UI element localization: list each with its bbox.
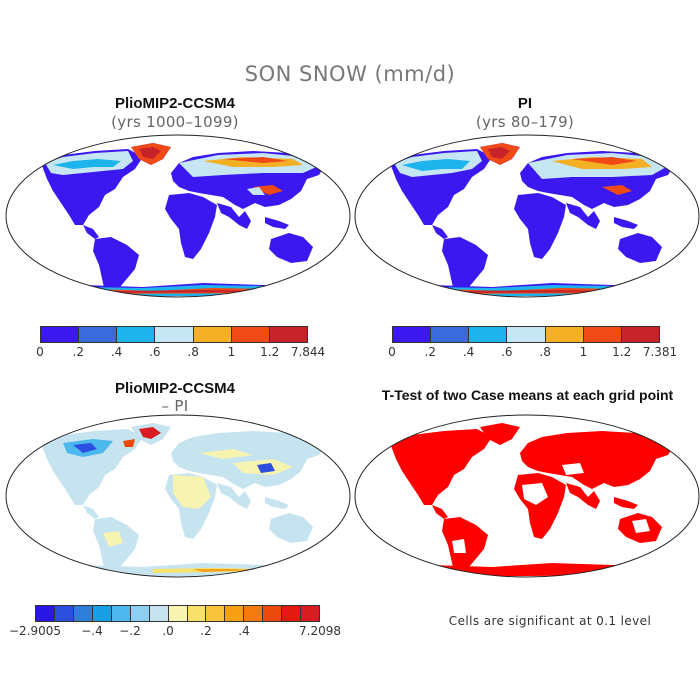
colorbar-swatch: [149, 606, 169, 621]
colorbar-swatch: [244, 606, 264, 621]
colorbar-swatch: [36, 606, 55, 621]
colorbar-swatch: [92, 606, 112, 621]
panel-3-title: PlioMIP2-CCSM4: [114, 380, 235, 397]
colorbar-tick-label: .6: [149, 345, 161, 359]
colorbar-tick-label: 1: [227, 345, 236, 359]
colorbar-swatch: [269, 327, 307, 342]
colorbar-tick-label: 0: [36, 345, 44, 359]
colorbar-swatch: [431, 327, 470, 342]
colorbar-swatch: [393, 327, 432, 342]
colorbar-tick-label: .0: [162, 624, 174, 638]
colorbar-swatch: [583, 327, 622, 342]
colorbar-swatch: [117, 327, 156, 342]
panel-1-title: PlioMIP2-CCSM4: [114, 95, 235, 112]
colorbar-tick-label: 1: [579, 345, 588, 359]
colorbar-tick-label: 0: [388, 345, 396, 359]
significance-note: Cells are significant at 0.1 level: [448, 614, 652, 628]
colorbar-tick-label: 7.2098: [299, 624, 341, 638]
colorbar-swatch: [301, 606, 320, 621]
colorbar-tick-label: 7.844: [290, 345, 326, 359]
colorbar-tick-label: 7.381: [642, 345, 678, 359]
colorbar-tick-label: .8: [539, 345, 551, 359]
colorbar-pi-snow: [392, 326, 660, 343]
colorbar-tick-label: .2: [424, 345, 437, 359]
colorbar-tick-label: −.4: [81, 624, 103, 638]
colorbar-swatch: [225, 606, 245, 621]
colorbar-swatch: [282, 606, 302, 621]
colorbar-plio-snow: [40, 326, 308, 343]
colorbar-tick-label: .6: [501, 345, 513, 359]
colorbar-tick-label: −2.9005: [8, 624, 62, 638]
map-difference: [5, 414, 351, 578]
colorbar-swatch: [54, 606, 74, 621]
colorbar-tick-label: 1.2: [260, 345, 280, 359]
colorbar-swatch: [545, 327, 584, 342]
map-pi-snow: [354, 134, 700, 298]
colorbar-swatch: [621, 327, 659, 342]
colorbar-tick-label: .8: [187, 345, 199, 359]
colorbar-swatch: [168, 606, 188, 621]
colorbar-swatch: [206, 606, 226, 621]
colorbar-swatch: [79, 327, 118, 342]
colorbar-tick-label: .4: [110, 345, 123, 359]
panel-1-subtitle: (yrs 1000–1099): [111, 113, 239, 131]
colorbar-swatch: [193, 327, 232, 342]
colorbar-swatch: [111, 606, 131, 621]
colorbar-swatch: [507, 327, 546, 342]
colorbar-swatch: [73, 606, 93, 621]
colorbar-tick-label: 1.2: [612, 345, 632, 359]
colorbar-swatch: [130, 606, 150, 621]
colorbar-tick-label: .4: [238, 624, 250, 638]
panel-2-subtitle: (yrs 80–179): [475, 113, 575, 131]
map-plio-snow: [5, 134, 351, 298]
colorbar-difference: [35, 605, 320, 622]
panel-3-subtitle: – PI: [161, 397, 189, 415]
colorbar-swatch: [231, 327, 270, 342]
map-ttest: [354, 414, 700, 578]
colorbar-swatch: [469, 327, 508, 342]
panel-2-title: PI: [517, 95, 533, 112]
colorbar-swatch: [263, 606, 283, 621]
figure-title: SON SNOW (mm/d): [244, 62, 456, 86]
colorbar-tick-label: −.2: [119, 624, 141, 638]
colorbar-tick-label: .2: [72, 345, 85, 359]
colorbar-swatch: [155, 327, 194, 342]
panel-4-title: T-Test of two Case means at each grid po…: [381, 387, 674, 403]
colorbar-swatch: [187, 606, 207, 621]
colorbar-swatch: [41, 327, 80, 342]
colorbar-tick-label: .4: [462, 345, 475, 359]
colorbar-tick-label: .2: [200, 624, 212, 638]
